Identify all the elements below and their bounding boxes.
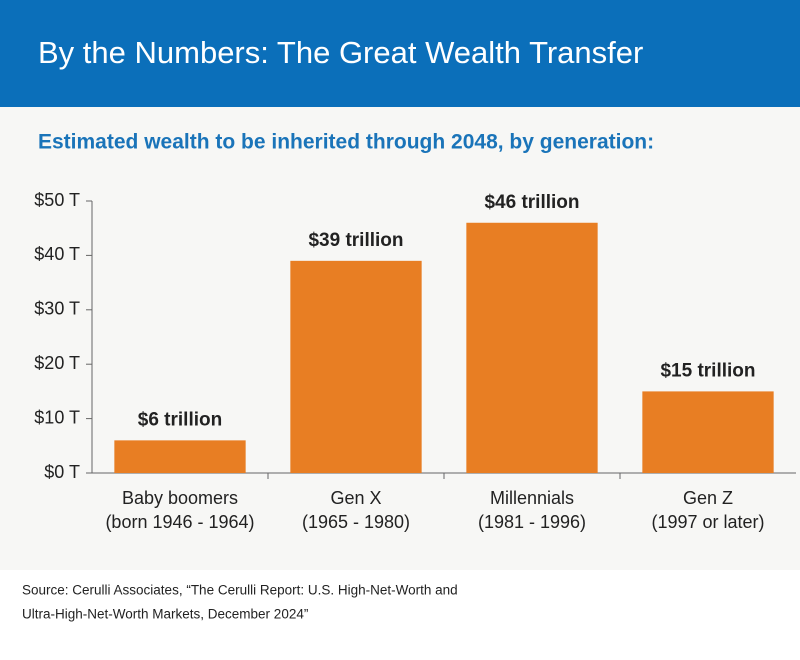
x-tick-label: Gen Z (683, 488, 733, 508)
value-label: $6 trillion (138, 409, 222, 430)
value-label: $15 trillion (660, 360, 755, 381)
bar (642, 391, 774, 473)
y-tick-label: $50 T (34, 190, 80, 210)
y-tick-label: $30 T (34, 299, 80, 319)
bar (290, 260, 422, 473)
bar (466, 222, 598, 473)
x-tick-label: (born 1946 - 1964) (105, 512, 254, 532)
value-label: $39 trillion (308, 230, 403, 251)
source-line: Source: Cerulli Associates, “The Cerulli… (22, 583, 458, 598)
x-tick-label: (1981 - 1996) (478, 512, 586, 532)
x-tick-label: Millennials (490, 488, 574, 508)
value-label: $46 trillion (484, 192, 579, 213)
bar (114, 440, 246, 473)
x-tick-label: Baby boomers (122, 488, 238, 508)
y-tick-label: $40 T (34, 244, 80, 264)
y-tick-label: $20 T (34, 353, 80, 373)
chart-subtitle: Estimated wealth to be inherited through… (38, 131, 654, 154)
header-band (0, 0, 800, 107)
source-line: Ultra-High-Net-Worth Markets, December 2… (22, 607, 308, 622)
y-tick-label: $10 T (34, 407, 80, 427)
chart-title: By the Numbers: The Great Wealth Transfe… (38, 35, 643, 70)
x-tick-label: (1997 or later) (651, 512, 764, 532)
x-tick-label: (1965 - 1980) (302, 512, 410, 532)
y-tick-label: $0 T (44, 462, 80, 482)
x-tick-label: Gen X (330, 488, 381, 508)
